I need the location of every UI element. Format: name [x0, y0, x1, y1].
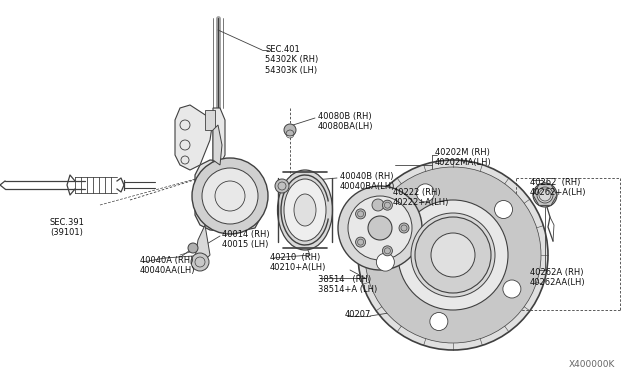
Circle shape — [372, 199, 384, 211]
Text: 40040A (RH)
40040AA(LH): 40040A (RH) 40040AA(LH) — [140, 256, 195, 275]
Circle shape — [417, 184, 435, 202]
Circle shape — [411, 213, 495, 297]
Circle shape — [399, 223, 409, 233]
Circle shape — [495, 201, 513, 218]
Text: X400000K: X400000K — [568, 360, 615, 369]
Circle shape — [284, 124, 296, 136]
Circle shape — [356, 209, 365, 219]
Polygon shape — [213, 108, 225, 165]
Text: 40207: 40207 — [345, 310, 371, 319]
Circle shape — [376, 253, 394, 271]
Text: 40262  (RH)
40262+A(LH): 40262 (RH) 40262+A(LH) — [530, 178, 586, 198]
Text: 40014 (RH)
40015 (LH): 40014 (RH) 40015 (LH) — [222, 230, 269, 249]
Circle shape — [383, 246, 392, 256]
Circle shape — [431, 233, 475, 277]
Circle shape — [365, 167, 541, 343]
Ellipse shape — [294, 194, 316, 226]
Circle shape — [503, 280, 521, 298]
Polygon shape — [213, 125, 222, 165]
Text: 40202M (RH)
40202MA(LH): 40202M (RH) 40202MA(LH) — [435, 148, 492, 167]
Ellipse shape — [278, 170, 333, 250]
Circle shape — [533, 183, 557, 207]
Text: 38514   (RH)
38514+A (LH): 38514 (RH) 38514+A (LH) — [318, 275, 377, 294]
Ellipse shape — [284, 179, 326, 241]
Polygon shape — [175, 105, 213, 170]
Polygon shape — [195, 160, 262, 232]
Circle shape — [425, 227, 481, 283]
Circle shape — [398, 200, 508, 310]
Circle shape — [191, 253, 209, 271]
Text: SEC.391
(39101): SEC.391 (39101) — [50, 218, 85, 237]
Circle shape — [430, 312, 448, 330]
Circle shape — [202, 168, 258, 224]
Circle shape — [356, 237, 365, 247]
Polygon shape — [205, 110, 215, 130]
Circle shape — [192, 158, 268, 234]
Circle shape — [368, 216, 392, 240]
Circle shape — [275, 179, 289, 193]
Polygon shape — [533, 185, 557, 205]
Polygon shape — [195, 225, 210, 265]
Circle shape — [338, 186, 422, 270]
Circle shape — [537, 187, 553, 203]
Circle shape — [383, 200, 392, 210]
Text: 40262A (RH)
40262AA(LH): 40262A (RH) 40262AA(LH) — [530, 268, 586, 288]
Circle shape — [415, 217, 491, 293]
Circle shape — [188, 243, 198, 253]
Text: 40222 (RH)
40222+A(LH): 40222 (RH) 40222+A(LH) — [393, 188, 449, 208]
Text: SEC.401
54302K (RH)
54303K (LH): SEC.401 54302K (RH) 54303K (LH) — [265, 45, 318, 75]
Text: 40080B (RH)
40080BA(LH): 40080B (RH) 40080BA(LH) — [318, 112, 374, 131]
Text: 40210  (RH)
40210+A(LH): 40210 (RH) 40210+A(LH) — [270, 253, 326, 272]
Text: 40040B (RH)
40040BA(LH): 40040B (RH) 40040BA(LH) — [340, 172, 396, 192]
Circle shape — [348, 196, 412, 260]
Circle shape — [358, 160, 548, 350]
